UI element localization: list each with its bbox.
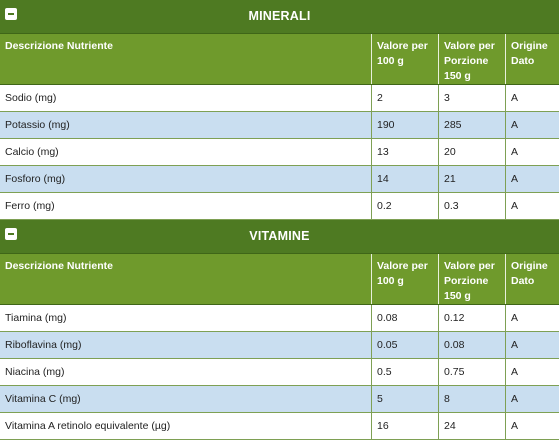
section-header-minerali[interactable]: MINERALI — [0, 0, 559, 34]
cell-name: Niacina (mg) — [0, 359, 372, 385]
table-row: Ferro (mg) 0.2 0.3 A — [0, 193, 559, 220]
cell-per100: 0.2 — [372, 193, 439, 219]
cell-name: Tiamina (mg) — [0, 305, 372, 331]
cell-name: Riboflavina (mg) — [0, 332, 372, 358]
table-header-row: Descrizione Nutriente Valore per 100 g Valo… — [0, 34, 559, 85]
table-row: Sodio (mg) 2 3 A — [0, 85, 559, 112]
cell-origine: A — [511, 366, 519, 378]
cell-origine: A — [511, 420, 519, 432]
cell-origine: A — [511, 119, 519, 131]
section-title: MINERALI — [248, 9, 311, 23]
cell-name: Potassio (mg) — [0, 112, 372, 138]
cell-origine: A — [511, 146, 519, 158]
section-header-vitamine[interactable]: VITAMINE — [0, 220, 559, 254]
table-row: Vitamina C (mg) 5 8 A — [0, 386, 559, 413]
cell-per100: 190 — [372, 112, 439, 138]
table-row: Niacina (mg) 0.5 0.75 A — [0, 359, 559, 386]
column-header: Valore per Porzione 150 g — [439, 34, 506, 84]
cell-porzione: 285 — [439, 112, 506, 138]
table-row: Fosforo (mg) 14 21 A — [0, 166, 559, 193]
cell-origine: A — [511, 312, 519, 324]
cell-name: Sodio (mg) — [0, 85, 372, 111]
cell-per100: 0.08 — [372, 305, 439, 331]
cell-name: Ferro (mg) — [0, 193, 372, 219]
column-header: Valore per 100 g — [372, 254, 439, 304]
cell-origine: A — [511, 173, 519, 185]
cell-porzione: 0.3 — [439, 193, 506, 219]
column-header: Descrizione Nutriente — [0, 254, 372, 304]
cell-per100: 5 — [372, 386, 439, 412]
table-row: Vitamina A retinolo equivalente (µg) 16 24… — [0, 413, 559, 440]
cell-origine: A — [511, 339, 519, 351]
cell-name: Calcio (mg) — [0, 139, 372, 165]
cell-name: Vitamina A retinolo equivalente (µg) — [0, 413, 372, 439]
cell-porzione: 3 — [439, 85, 506, 111]
cell-porzione: 20 — [439, 139, 506, 165]
minus-square-icon[interactable] — [5, 228, 17, 240]
cell-per100: 13 — [372, 139, 439, 165]
cell-porzione: 8 — [439, 386, 506, 412]
cell-per100: 0.05 — [372, 332, 439, 358]
cell-porzione: 24 — [439, 413, 506, 439]
column-header: Origine Dato — [511, 260, 548, 287]
cell-porzione: 0.75 — [439, 359, 506, 385]
cell-origine: A — [511, 92, 519, 104]
cell-porzione: 0.08 — [439, 332, 506, 358]
column-header: Valore per 100 g — [372, 34, 439, 84]
cell-per100: 14 — [372, 166, 439, 192]
table-row: Riboflavina (mg) 0.05 0.08 A — [0, 332, 559, 359]
cell-porzione: 0.12 — [439, 305, 506, 331]
cell-per100: 0.5 — [372, 359, 439, 385]
cell-per100: 16 — [372, 413, 439, 439]
cell-name: Vitamina C (mg) — [0, 386, 372, 412]
section-title: VITAMINE — [249, 229, 310, 243]
column-header: Descrizione Nutriente — [0, 34, 372, 84]
table-row: Tiamina (mg) 0.08 0.12 A — [0, 305, 559, 332]
column-header: Origine Dato — [511, 40, 548, 67]
cell-name: Fosforo (mg) — [0, 166, 372, 192]
table-row: Potassio (mg) 190 285 A — [0, 112, 559, 139]
cell-porzione: 21 — [439, 166, 506, 192]
cell-origine: A — [511, 393, 519, 405]
minus-square-icon[interactable] — [5, 8, 17, 20]
cell-per100: 2 — [372, 85, 439, 111]
table-header-row: Descrizione Nutriente Valore per 100 g Valo… — [0, 254, 559, 305]
table-row: Calcio (mg) 13 20 A — [0, 139, 559, 166]
column-header: Valore per Porzione 150 g — [439, 254, 506, 304]
cell-origine: A — [511, 200, 519, 212]
